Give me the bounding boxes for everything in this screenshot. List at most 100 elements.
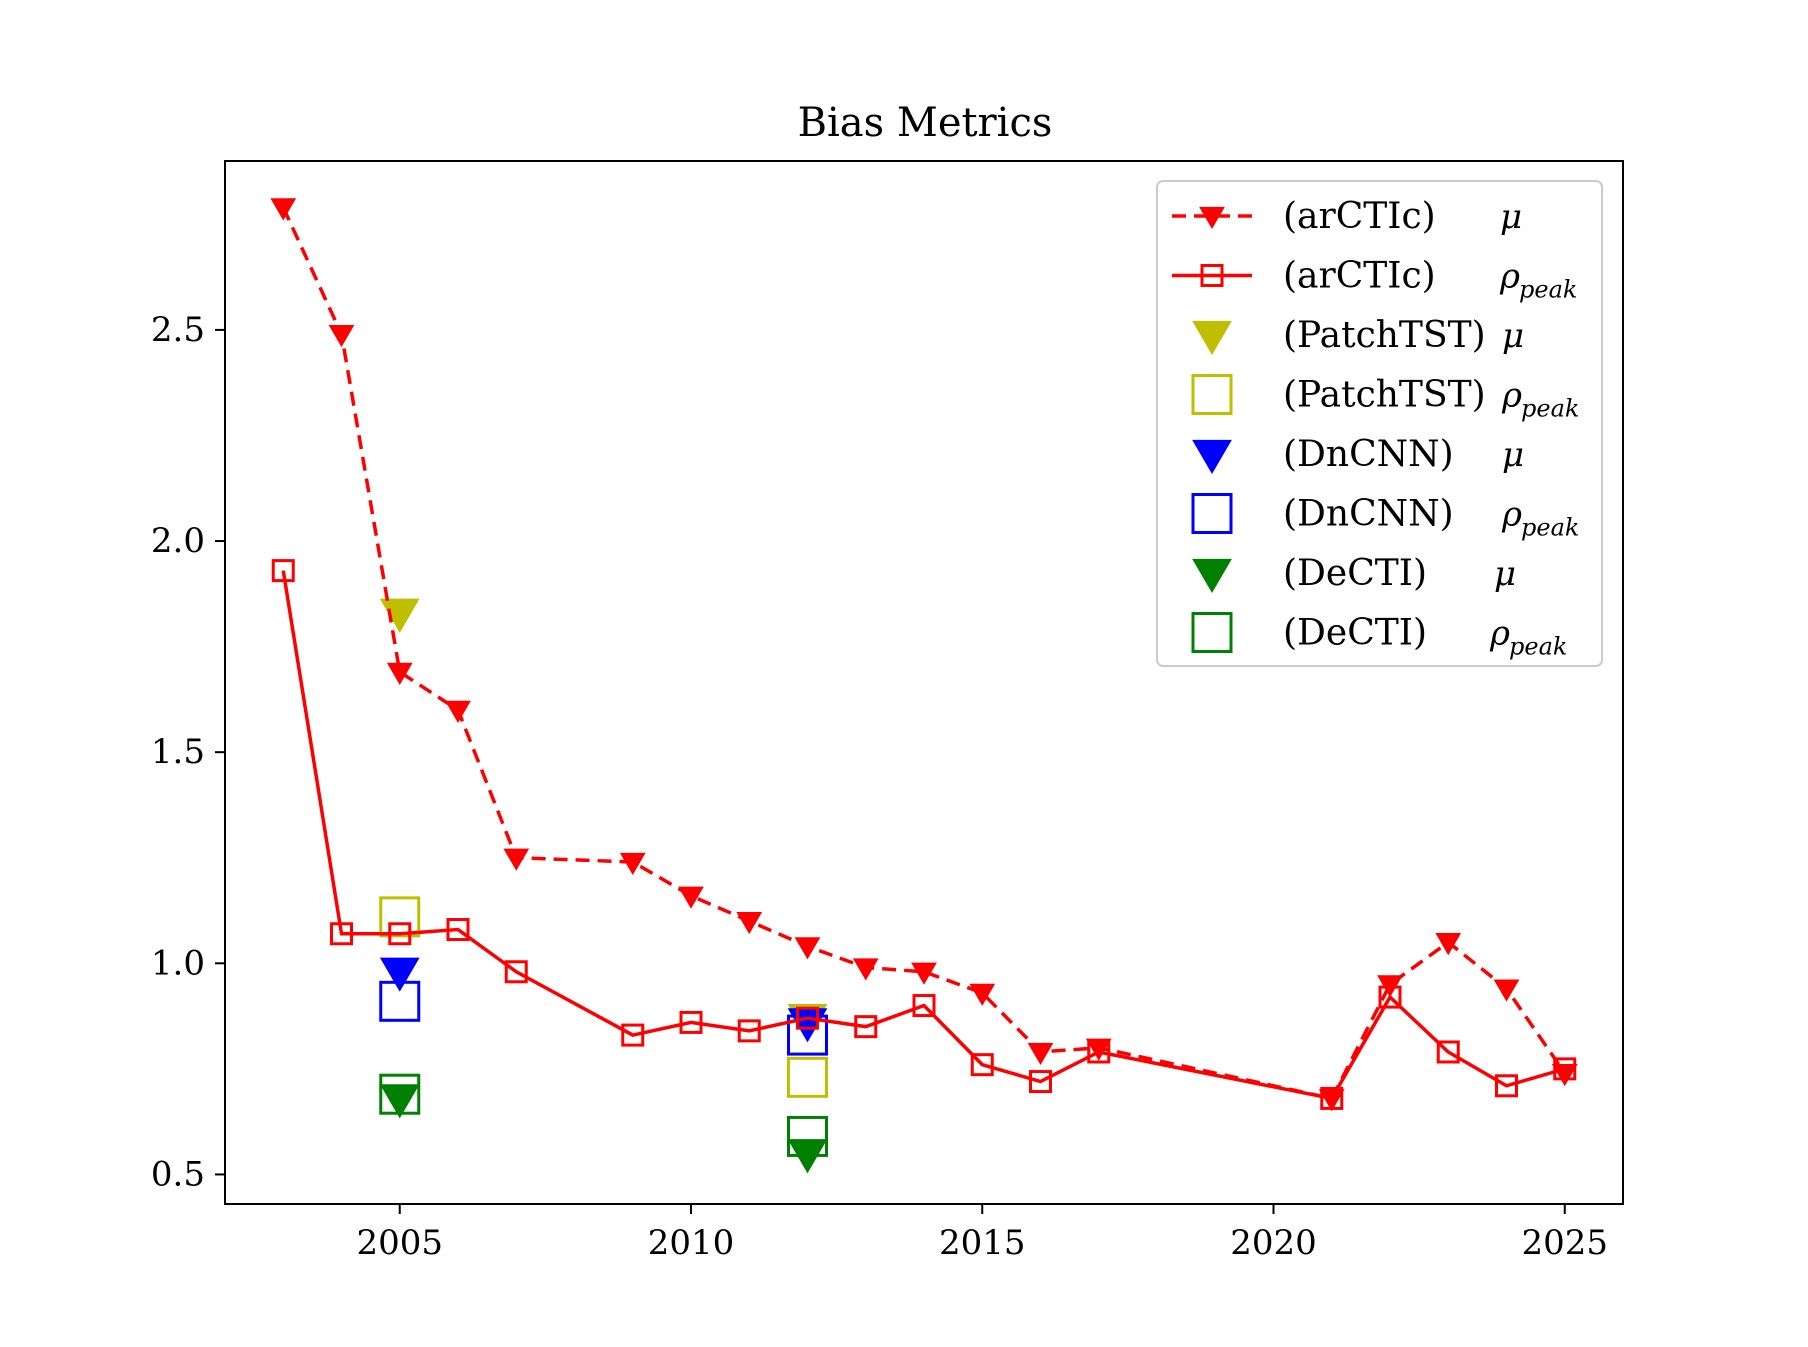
data-point <box>379 980 421 1022</box>
data-point <box>1087 1040 1111 1064</box>
data-point <box>379 1084 420 1119</box>
x-tick-label: 2015 <box>939 1223 1026 1263</box>
data-point <box>1495 1074 1518 1098</box>
chart-title: Bias Metrics <box>798 100 1053 146</box>
x-tick-label: 2020 <box>1230 1223 1317 1263</box>
legend-label: (arCTIc) <box>1283 256 1436 297</box>
legend-symbol: ρ <box>1499 257 1520 297</box>
legend-entry-7: (DeCTI) ρ peak <box>1191 612 1567 661</box>
data-point <box>1085 1038 1112 1061</box>
legend-entry-2: (PatchTST) μ <box>1192 315 1524 356</box>
data-point <box>330 922 353 946</box>
data-point <box>794 937 821 960</box>
data-point <box>736 911 763 935</box>
data-point <box>912 994 936 1018</box>
data-point <box>1553 1057 1577 1081</box>
legend-entry-5: (DnCNN) ρ peak <box>1191 493 1579 542</box>
series-0 <box>270 198 1578 1112</box>
y-tick-label: 0.5 <box>151 1154 205 1194</box>
data-point <box>852 958 879 981</box>
data-point <box>787 1115 828 1157</box>
data-point <box>446 918 470 942</box>
y-tick-label: 1.0 <box>151 943 205 983</box>
axes-frame <box>224 160 1624 1205</box>
legend-subscript: peak <box>1521 514 1579 542</box>
y-tick-label: 2.5 <box>151 310 205 350</box>
series-3 <box>379 896 828 1098</box>
legend-symbol: ρ <box>1501 495 1522 535</box>
legend-label: (DeCTI) <box>1283 553 1427 594</box>
data-point <box>1320 1086 1344 1110</box>
axis-ticks: 2005 2010 2015 2020 2025 0.5 1.0 1.5 2.0 2.5 <box>151 310 1608 1263</box>
data-point <box>1436 1040 1460 1064</box>
legend-entry-1: (arCTIc) ρ peak <box>1172 256 1577 304</box>
legend-marker <box>1192 439 1232 474</box>
data-point <box>388 922 412 946</box>
data-point <box>854 1015 878 1039</box>
legend-label: (arCTIc) <box>1283 196 1436 237</box>
data-point <box>379 957 420 992</box>
data-point <box>787 1008 828 1043</box>
legend-marker <box>1191 374 1233 415</box>
legend-entry-6: (DeCTI) μ <box>1192 553 1516 594</box>
legend-symbol: μ <box>1502 316 1524 356</box>
series-7 <box>379 1073 828 1157</box>
legend-label: (PatchTST) <box>1283 315 1486 356</box>
legend-marker <box>1191 612 1233 653</box>
legend-label: (DnCNN) <box>1283 434 1454 475</box>
data-point <box>328 324 355 348</box>
data-point <box>787 1014 828 1056</box>
data-point <box>737 1019 761 1043</box>
data-point <box>445 700 471 723</box>
data-point <box>911 962 937 985</box>
legend-symbol: ρ <box>1489 614 1510 654</box>
legend-marker <box>1199 206 1225 229</box>
legend-label: (DeCTI) <box>1283 613 1427 654</box>
data-point <box>271 559 295 583</box>
series-5 <box>379 980 828 1056</box>
legend-marker <box>1200 264 1224 287</box>
x-tick-label: 2005 <box>356 1223 443 1263</box>
x-tick-label: 2010 <box>648 1223 735 1263</box>
legend-label: (DnCNN) <box>1283 494 1454 535</box>
legend-subscript: peak <box>1519 276 1577 304</box>
data-point <box>503 848 530 871</box>
legend-symbol: μ <box>1502 435 1524 475</box>
legend-subscript: peak <box>1521 395 1579 423</box>
data-point <box>619 852 646 875</box>
data-point <box>504 960 528 984</box>
y-tick-label: 2.0 <box>151 521 205 561</box>
data-point <box>679 1010 703 1034</box>
data-point <box>1493 979 1520 1002</box>
data-point <box>1551 1063 1578 1087</box>
data-point <box>379 1073 421 1115</box>
x-tick-label: 2025 <box>1521 1223 1608 1263</box>
legend-box <box>1156 180 1603 667</box>
legend-entry-3: (PatchTST) ρ peak <box>1191 374 1579 423</box>
legend-marker <box>1191 493 1233 534</box>
legend-symbol: ρ <box>1501 376 1522 416</box>
legend-subscript: peak <box>1509 633 1567 661</box>
data-point <box>678 886 704 909</box>
legend-label: (PatchTST) <box>1283 375 1486 416</box>
data-point <box>969 983 996 1006</box>
legend-symbol: μ <box>1500 197 1522 237</box>
plot-area <box>270 198 1578 1174</box>
data-point <box>386 662 413 685</box>
data-point <box>1029 1070 1052 1094</box>
legend-marker <box>1192 558 1232 593</box>
data-point <box>621 1023 645 1047</box>
series-6 <box>379 1084 828 1174</box>
legend-symbol: μ <box>1494 554 1516 594</box>
data-point <box>1378 985 1402 1009</box>
legend-marker <box>1192 320 1232 355</box>
series-1 <box>271 559 1577 1110</box>
data-point <box>1027 1042 1054 1065</box>
data-point <box>1435 933 1462 956</box>
data-point <box>787 1056 828 1098</box>
data-point <box>379 896 421 938</box>
data-point <box>379 598 420 633</box>
data-point <box>796 1006 819 1030</box>
legend-entry-4: (DnCNN) μ <box>1192 434 1524 475</box>
